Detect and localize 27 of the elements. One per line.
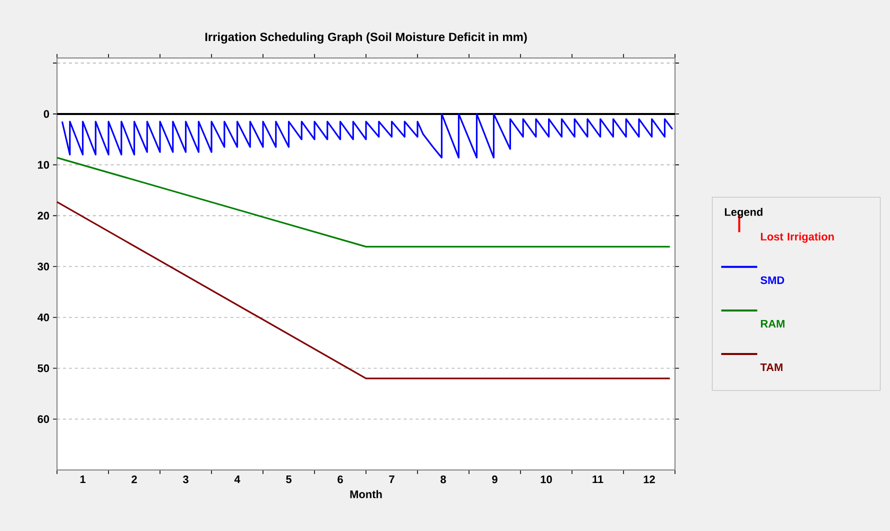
text: TAM [760,363,782,371]
x-tick-label: 4 [234,476,240,484]
y-tick-label: 30 [38,262,50,270]
x-tick-label: 10 [540,476,552,484]
x-tick-label: 11 [592,476,604,484]
chart-title: Irrigation Scheduling Graph (Soil Moisture Deficit in mm) [205,32,527,44]
line-series [61,113,674,158]
x-axis-title: Month [350,490,382,498]
x-tick-label: 7 [389,476,394,484]
legend-title: Legend [724,208,762,218]
y-tick-label: 0 [44,110,50,118]
y-tick-label: 10 [38,160,50,169]
y-tick-label: 20 [38,212,50,220]
text: RAM [760,320,784,328]
x-tick-label: 6 [338,476,343,484]
y-tick-label: 50 [38,364,50,372]
x-tick-label: 5 [286,476,292,484]
x-tick-label: 3 [182,476,188,484]
x-tick-label: 8 [440,476,446,484]
legend-label: Lost Irrigation [760,232,834,243]
x-tick-label: 1 [80,476,86,484]
y-tick-label: 40 [37,314,50,322]
text: SMD [760,276,784,284]
x-tick-label: 2 [132,476,137,484]
x-tick-label: 12 [644,476,655,484]
x-tick-label: 9 [492,476,498,484]
y-tick-label: 60 [38,415,50,424]
